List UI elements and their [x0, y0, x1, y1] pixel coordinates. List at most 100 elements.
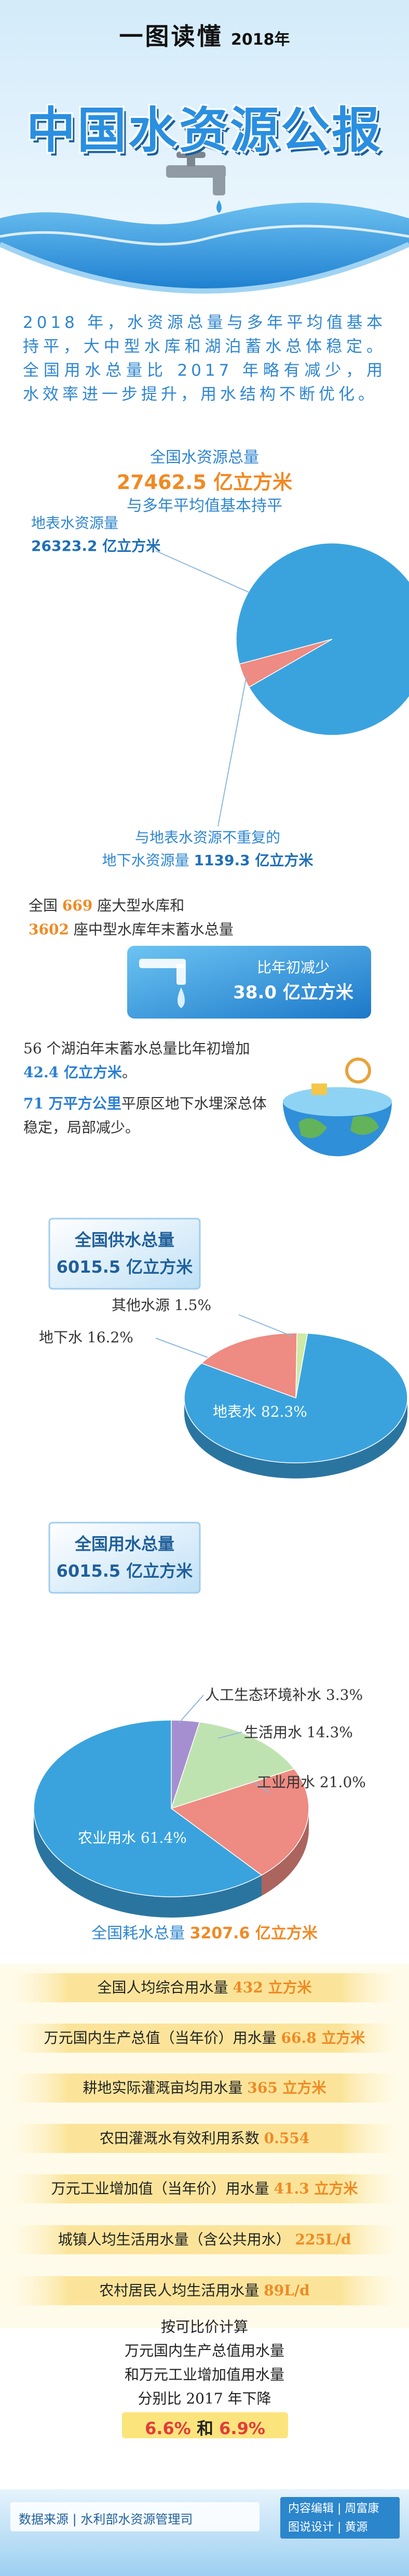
supply-total: 6015.5 亿立方米	[56, 1257, 193, 1277]
consumption-value: 3207.6 亿立方米	[189, 1924, 318, 1943]
text: 全国	[29, 897, 58, 914]
value-label: 82.3%	[261, 1403, 307, 1420]
value-label: 16.2%	[87, 1329, 133, 1346]
category-label: 生活用水	[244, 1724, 303, 1741]
slice-label: 人工生态环境补水 3.3%	[205, 1684, 363, 1707]
pie-side	[184, 1398, 407, 1478]
comparison-line: 按可比价计算	[160, 2318, 248, 2335]
indicator-value: 89L/d	[264, 2282, 310, 2299]
editor-row: 内容编辑 | 周富康	[288, 2502, 379, 2515]
indicator: 农村居民人均生活用水量 89L/d	[0, 2279, 409, 2302]
indicator-band	[10, 2276, 399, 2305]
slice-note: 与地表水资源不重复的	[134, 829, 280, 846]
lakes-text: 56 个湖泊年末蓄水总量比年初增加 42.4 亿立方米。 71 万平方公里平原区…	[23, 1037, 267, 1140]
leader-line	[217, 675, 247, 827]
pie-slice	[295, 1332, 308, 1398]
value-label: 26323.2 亿立方米	[31, 537, 161, 554]
label-row: 农业用水 61.4%	[78, 1827, 187, 1850]
pie-slice	[239, 639, 333, 688]
leader-line	[238, 1314, 294, 1337]
leader-line	[155, 1338, 208, 1358]
indicator-band	[10, 2073, 399, 2103]
category-label: 地下水资源量	[102, 852, 189, 869]
reservoir-line: 3602 座中型水库年末蓄水总量	[29, 918, 234, 942]
comparison-line: 万元国内生产总值用水量	[124, 2342, 284, 2359]
label-row: 地下水资源量 1139.3 亿立方米	[57, 849, 358, 872]
leader-line	[217, 1732, 242, 1739]
supply-title: 全国供水总量	[74, 1230, 174, 1250]
leader-line	[155, 550, 250, 593]
large-count: 669	[62, 897, 93, 914]
label-row: 地下水 16.2%	[39, 1326, 133, 1349]
indicator-label: 耕地实际灌溉亩均用水量	[83, 2079, 243, 2096]
slice-label: 地表水 82.3%	[213, 1401, 307, 1423]
main-title: 中国水资源公报	[26, 102, 383, 159]
text: 平原区地下水埋深总体稳定，局部减少。	[23, 1095, 267, 1136]
credits-bar	[280, 2497, 400, 2539]
consumption-label: 全国耗水总量	[91, 1924, 185, 1943]
value-label: 14.3%	[306, 1724, 353, 1741]
pie-slice	[236, 543, 409, 736]
indicator: 城镇人均生活用水量（含公共用水） 225L/d	[0, 2228, 409, 2251]
indicator-band	[10, 2174, 399, 2203]
indicator: 全国人均综合用水量 432 立方米	[0, 1976, 409, 1999]
category-label: 地表水资源量	[31, 514, 119, 532]
text: 。	[121, 1064, 137, 1081]
header-water	[0, 203, 409, 291]
indicator-band	[10, 1973, 399, 2002]
text: 56 个湖泊年末蓄水总量比年初增加	[23, 1040, 250, 1057]
indicator: 耕地实际灌溉亩均用水量 365 立方米	[0, 2077, 409, 2099]
medium-count: 3602	[29, 921, 69, 938]
category-label: 农业用水	[78, 1829, 137, 1846]
indicator-label: 万元工业增加值（当年价）用水量	[51, 2180, 269, 2197]
use-title: 全国用水总量	[74, 1534, 174, 1554]
resources-subtitle: 与多年平均值基本持平	[127, 497, 282, 515]
value-label: 1139.3 亿立方米	[194, 852, 313, 869]
joiner: 和	[196, 2419, 213, 2438]
use-heading: 全国用水总量 6015.5 亿立方米	[49, 1530, 200, 1584]
comparison-line: 和万元工业增加值用水量	[124, 2366, 284, 2383]
wave-highlight	[0, 224, 409, 246]
category-label: 工业用水	[257, 1774, 316, 1791]
category-label: 地表水	[213, 1403, 257, 1420]
indicator-band	[10, 2225, 399, 2254]
pie-side	[34, 1808, 262, 1918]
indicator-label: 万元国内生产总值（当年价）用水量	[44, 2029, 277, 2046]
pie-slice	[170, 1721, 295, 1809]
faucet-icon	[139, 959, 186, 1008]
indicator-value: 0.554	[264, 2130, 310, 2147]
value-label: 3.3%	[325, 1686, 363, 1703]
indicator-label: 全国人均综合用水量	[97, 1979, 228, 1996]
design-label: 图说设计	[288, 2521, 334, 2534]
indicator-value: 66.8 立方米	[281, 2029, 365, 2046]
slice-label: 地下水 16.2%	[39, 1326, 133, 1349]
value-label: 1.5%	[174, 1297, 212, 1314]
plain-area: 71 万平方公里	[23, 1095, 121, 1112]
change-amount: 38.0 亿立方米	[233, 982, 353, 1003]
pie-slice	[200, 1332, 298, 1399]
kicker: 一图读懂	[119, 22, 223, 50]
indicator: 万元工业增加值（当年价）用水量 41.3 立方米	[0, 2177, 409, 2200]
design-row: 图说设计 | 黄源	[288, 2521, 368, 2534]
reservoir-box	[127, 946, 371, 1019]
category-label: 其他水源	[112, 1297, 170, 1314]
indicator: 万元国内生产总值（当年价）用水量 66.8 立方米	[0, 2027, 409, 2050]
indicator-label: 农田灌溉水有效利用系数	[99, 2130, 260, 2147]
leader-line	[179, 1695, 204, 1723]
category-label: 人工生态环境补水	[205, 1686, 322, 1703]
label-row: 其他水源 1.5%	[112, 1294, 211, 1317]
indicator-band	[10, 2024, 399, 2053]
credits: 内容编辑 | 周富康 图说设计 | 黄源	[288, 2500, 379, 2537]
comparison-values: 6.6% 和 6.9%	[122, 2415, 288, 2439]
indicator-label: 农村居民人均生活用水量	[99, 2282, 260, 2299]
ground-para: 71 万平方公里平原区地下水埋深总体稳定，局部减少。	[23, 1092, 267, 1140]
pie-slice	[33, 1720, 263, 1897]
year: 2018年	[231, 31, 290, 49]
pie-side	[261, 1808, 309, 1896]
editor: 周富康	[345, 2502, 379, 2515]
label-row: 工业用水 21.0%	[257, 1771, 366, 1794]
reservoir-text: 全国 669 座大型水库和 3602 座中型水库年末蓄水总量	[29, 894, 234, 942]
slice-label: 地表水资源量 26323.2 亿立方米	[31, 512, 202, 558]
category-label: 地下水	[39, 1329, 83, 1346]
